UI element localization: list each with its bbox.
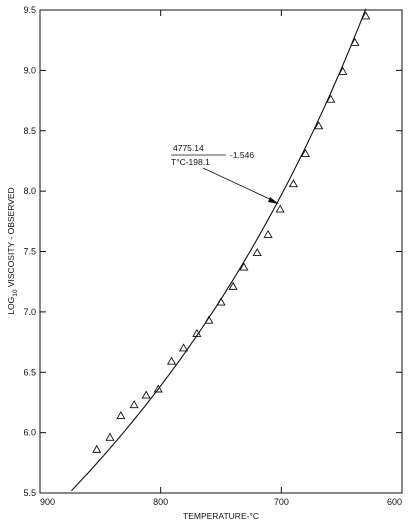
y-tick-label: 6.5: [23, 367, 36, 377]
y-axis-label-part1: LOG: [6, 297, 16, 315]
data-point-triangle: [263, 229, 273, 238]
data-point-triangle: [314, 121, 324, 130]
data-point-triangle: [129, 400, 139, 409]
y-tick-label: 9.0: [23, 65, 36, 75]
y-tick-label: 7.0: [23, 307, 36, 317]
x-tick-labels: 900 800 700 600: [40, 497, 402, 507]
x-tick-label: 700: [274, 497, 289, 507]
y-tick-labels: 5.5 6.0 6.5 7.0 7.5 8.0 8.5 9.0 9.5: [23, 5, 36, 498]
data-point-triangle: [216, 297, 226, 306]
data-point-triangle: [141, 390, 151, 399]
x-tick-label: 600: [387, 497, 402, 507]
data-points: [92, 11, 371, 453]
y-axis-label: LOG10 VISCOSITY - OBSERVED: [6, 187, 19, 314]
plot-frame: [39, 9, 403, 494]
data-point-triangle: [179, 343, 189, 352]
data-point-triangle: [228, 281, 238, 290]
fit-curve: [71, 8, 367, 492]
y-tick-label: 8.0: [23, 186, 36, 196]
fit-annotation: 4775.14 T°C-198.1 -1.546: [171, 143, 279, 204]
y-tick-label: 9.5: [23, 5, 36, 15]
y-axis-label-part2: VISCOSITY - OBSERVED: [6, 187, 16, 289]
data-point-triangle: [192, 328, 202, 337]
fit-label-arrow-line: [202, 167, 277, 203]
data-point-triangle: [350, 37, 360, 46]
x-tick-label: 800: [153, 497, 168, 507]
data-point-triangle: [239, 262, 249, 271]
data-point-triangle: [252, 248, 262, 257]
fit-label-suffix: -1.546: [230, 150, 254, 160]
data-point-triangle: [105, 432, 115, 441]
fit-label-denominator: T°C-198.1: [171, 157, 210, 167]
data-point-triangle: [326, 94, 336, 103]
x-tick-label: 900: [40, 497, 55, 507]
y-tick-label: 7.5: [23, 247, 36, 257]
y-tick-label: 5.5: [23, 488, 36, 498]
data-point-triangle: [361, 11, 371, 20]
y-tick-label: 6.0: [23, 428, 36, 438]
data-point-triangle: [288, 179, 298, 188]
fit-label-numerator: 4775.14: [173, 143, 204, 153]
data-point-triangle: [204, 315, 214, 324]
tick-marks: [39, 9, 403, 494]
svg-text:LOG10 VISCOSITY - OBSERVED: LOG10 VISCOSITY - OBSERVED: [6, 187, 19, 314]
data-point-triangle: [153, 384, 163, 393]
data-point-triangle: [92, 444, 102, 453]
data-point-triangle: [275, 204, 285, 213]
x-axis-label: TEMPERATURE-°C: [183, 511, 259, 521]
fit-label-arrow-head: [268, 197, 279, 204]
data-point-triangle: [116, 411, 126, 420]
data-point-triangle: [338, 66, 348, 75]
data-point-triangle: [166, 356, 177, 365]
y-axis-label-subscript: 10: [12, 289, 19, 297]
data-point-triangle: [300, 148, 311, 157]
y-tick-label: 8.5: [23, 126, 36, 136]
